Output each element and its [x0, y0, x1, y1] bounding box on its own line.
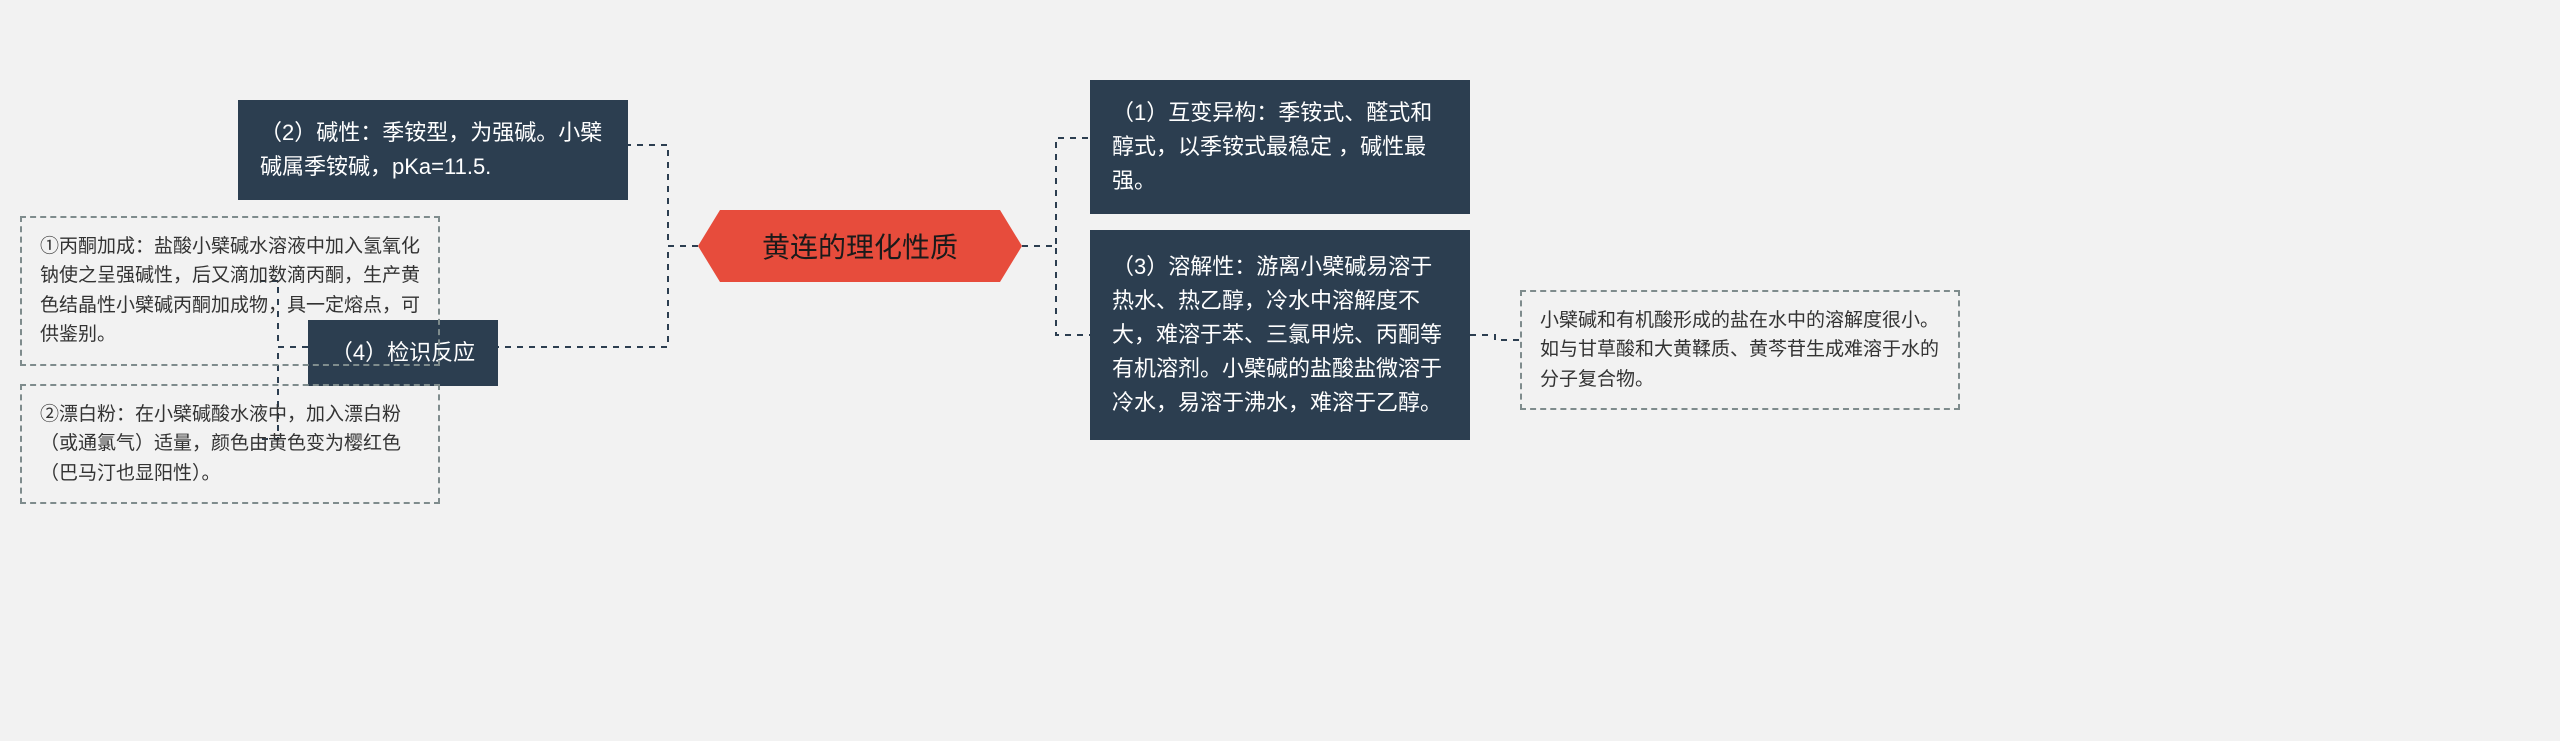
- node-2-basicity: （2）碱性：季铵型，为强碱。小檗碱属季铵碱，pKa=11.5.: [238, 100, 628, 200]
- node-3a-salts: 小檗碱和有机酸形成的盐在水中的溶解度很小。如与甘草酸和大黄鞣质、黄芩苷生成难溶于…: [1520, 290, 1960, 410]
- node-1-tautomerism: （1）互变异构：季铵式、醛式和醇式，以季铵式最稳定 ，碱性最强。: [1090, 80, 1470, 214]
- center-node: 黄连的理化性质: [720, 210, 1000, 282]
- center-node-label: 黄连的理化性质: [762, 226, 958, 266]
- node-3-text: （3）溶解性：游离小檗碱易溶于热水、热乙醇，冷水中溶解度不大，难溶于苯、三氯甲烷…: [1112, 250, 1448, 420]
- node-3a-text: 小檗碱和有机酸形成的盐在水中的溶解度很小。如与甘草酸和大黄鞣质、黄芩苷生成难溶于…: [1540, 306, 1940, 394]
- node-3-solubility: （3）溶解性：游离小檗碱易溶于热水、热乙醇，冷水中溶解度不大，难溶于苯、三氯甲烷…: [1090, 230, 1470, 440]
- node-4b-text: ②漂白粉：在小檗碱酸水液中，加入漂白粉（或通氯气）适量，颜色由黄色变为樱红色（巴…: [40, 400, 420, 488]
- node-4a-text: ①丙酮加成：盐酸小檗碱水溶液中加入氢氧化钠使之呈强碱性，后又滴加数滴丙酮，生产黄…: [40, 232, 420, 350]
- node-1-text: （1）互变异构：季铵式、醛式和醇式，以季铵式最稳定 ，碱性最强。: [1112, 96, 1448, 198]
- node-4b-bleach: ②漂白粉：在小檗碱酸水液中，加入漂白粉（或通氯气）适量，颜色由黄色变为樱红色（巴…: [20, 384, 440, 504]
- node-2-text: （2）碱性：季铵型，为强碱。小檗碱属季铵碱，pKa=11.5.: [260, 116, 606, 184]
- node-4a-acetone: ①丙酮加成：盐酸小檗碱水溶液中加入氢氧化钠使之呈强碱性，后又滴加数滴丙酮，生产黄…: [20, 216, 440, 366]
